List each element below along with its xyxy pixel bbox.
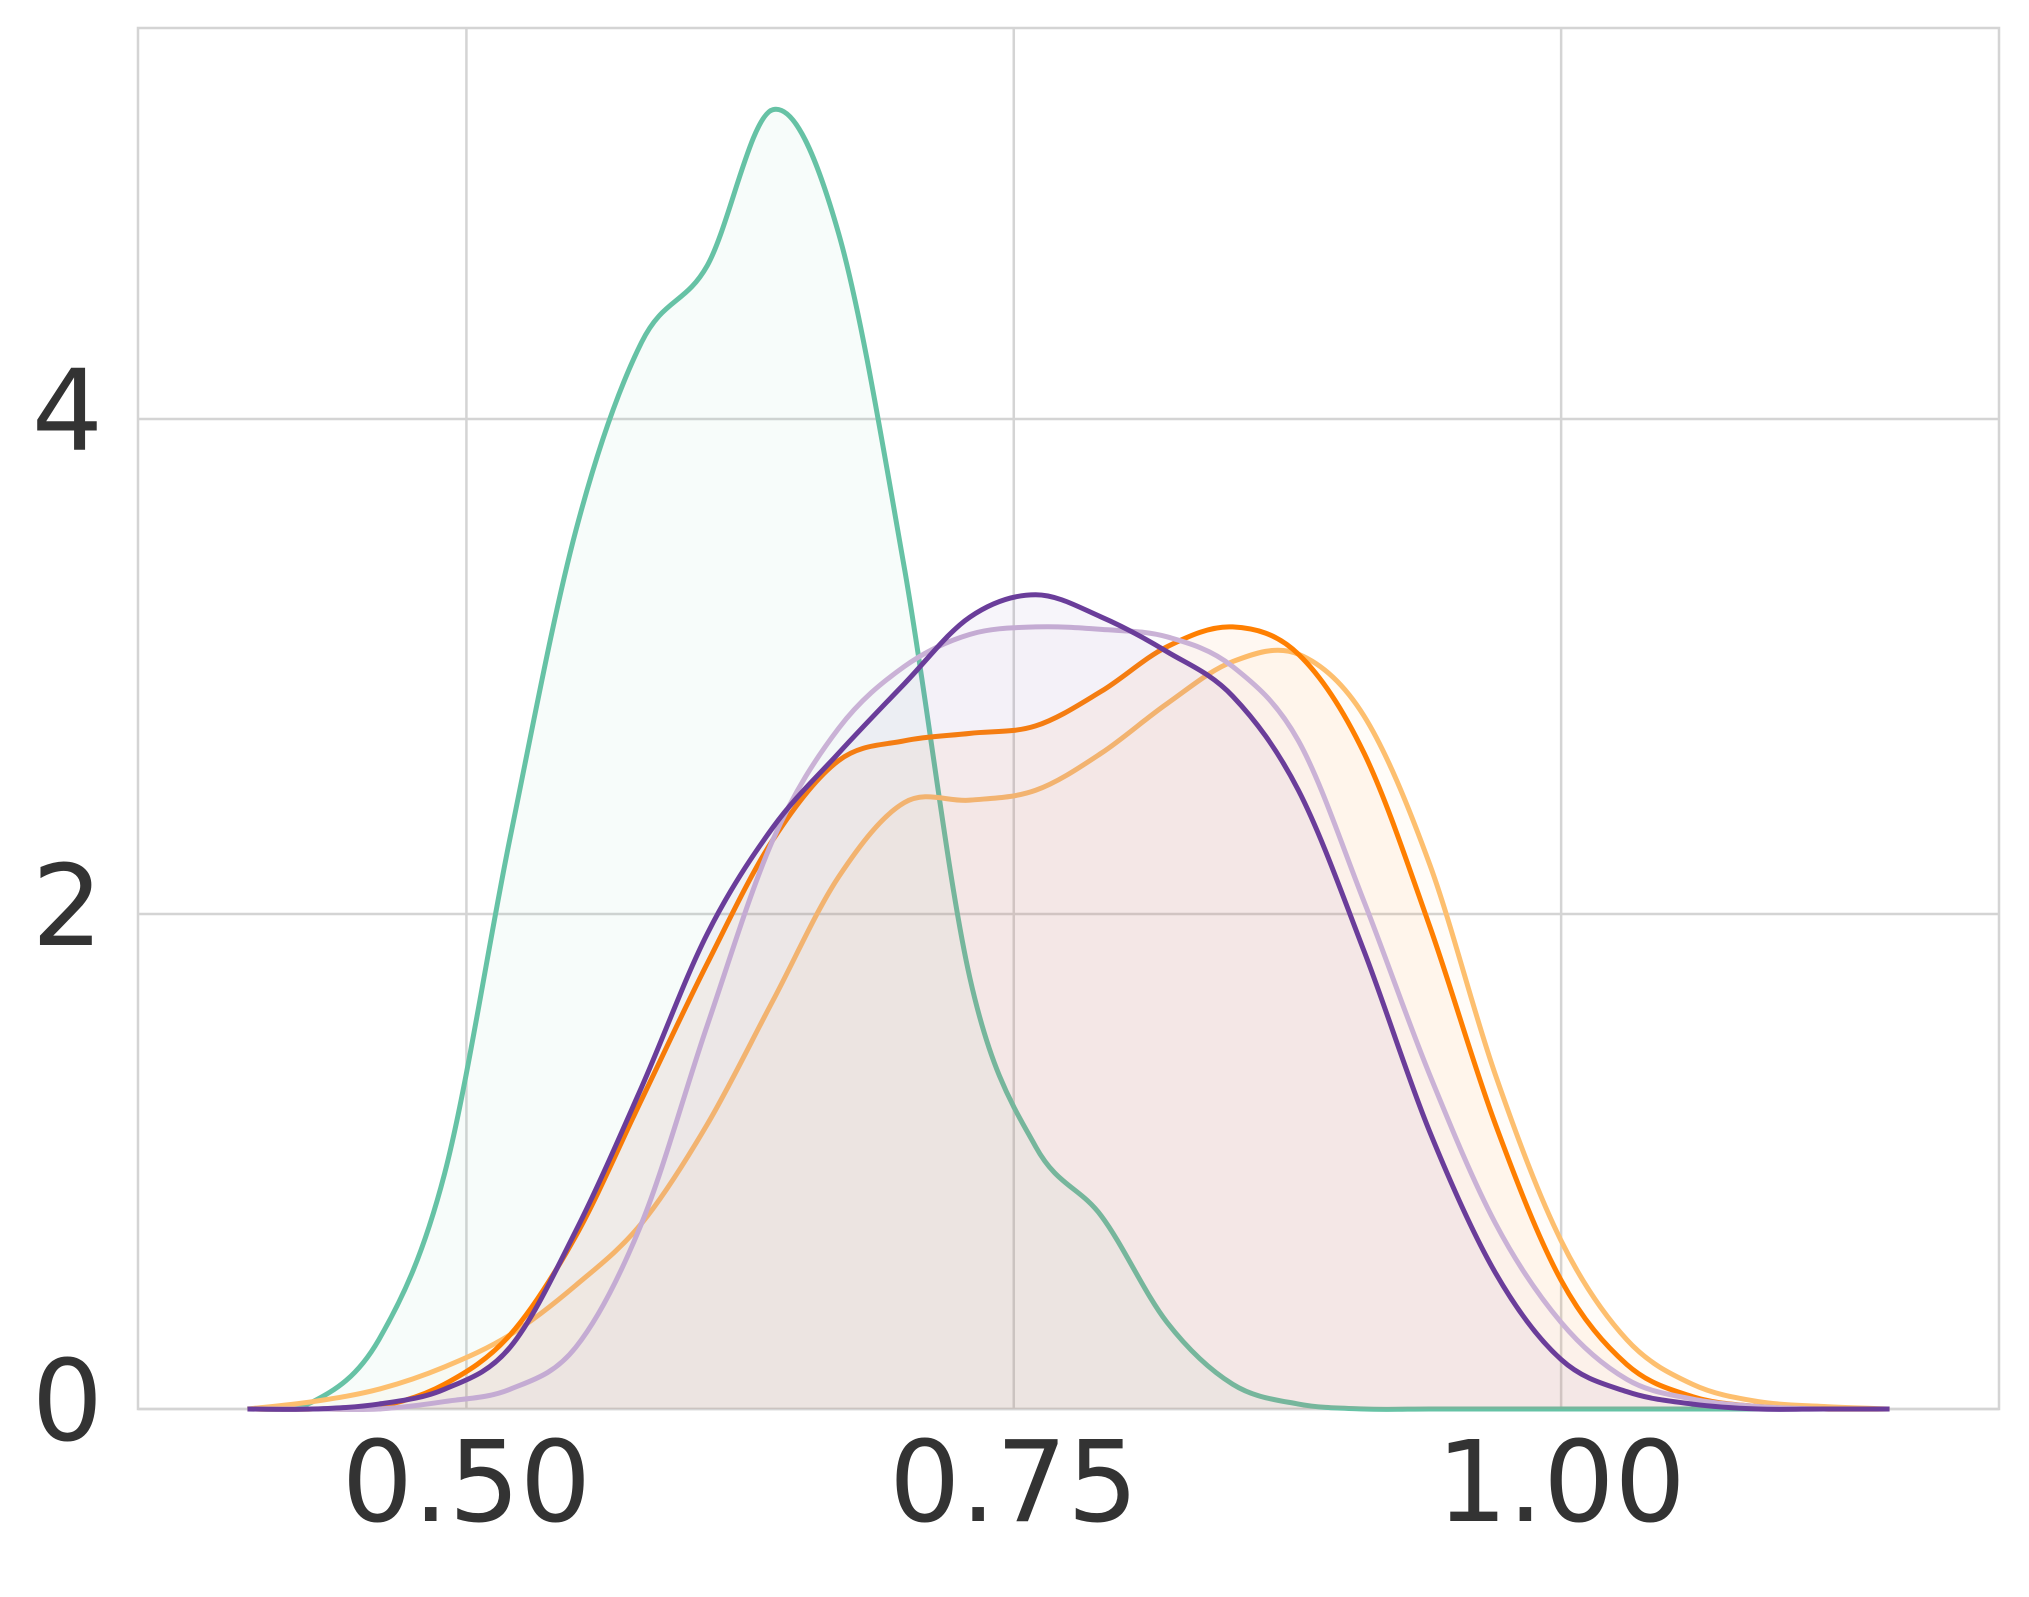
density-area (247, 594, 1890, 1410)
density-area (247, 626, 1890, 1410)
x-tick-label: 0.50 (342, 1418, 591, 1548)
density-line (247, 592, 1890, 1412)
density-line (247, 624, 1890, 1413)
density-line (247, 106, 1890, 1412)
density-area (247, 650, 1890, 1409)
density-line (247, 647, 1890, 1412)
x-tick-label: 1.00 (1436, 1418, 1685, 1548)
x-tick-label: 0.75 (889, 1418, 1138, 1548)
y-tick-label: 2 (32, 842, 103, 972)
plot-frame (136, 26, 2001, 1411)
y-tick-label: 0 (32, 1337, 103, 1467)
density-area (247, 109, 1890, 1410)
density-area (247, 626, 1890, 1410)
y-tick-label: 4 (32, 347, 103, 477)
